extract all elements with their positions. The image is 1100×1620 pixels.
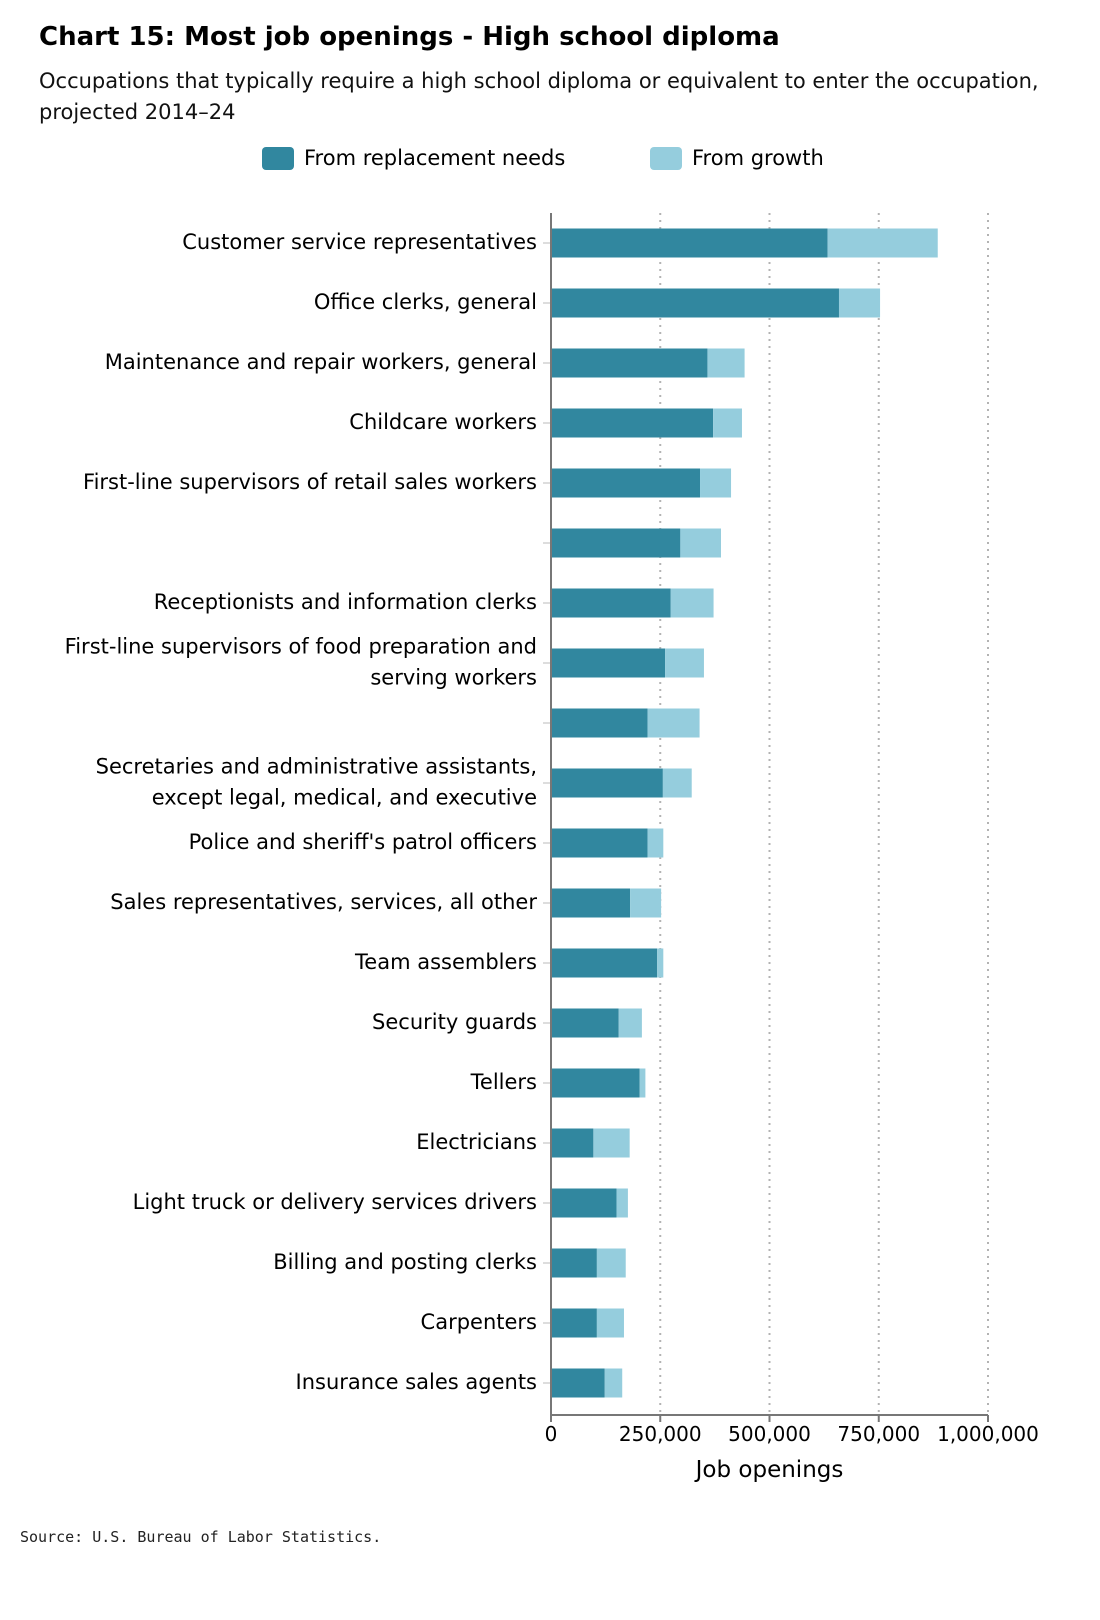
bar-replacement-15 xyxy=(551,1128,594,1158)
category-label-12: Team assemblers xyxy=(354,950,537,974)
bar-growth-5 xyxy=(680,528,721,558)
bar-replacement-19 xyxy=(551,1368,605,1398)
source-note: Source: U.S. Bureau of Labor Statistics. xyxy=(20,1528,382,1546)
bar-growth-14 xyxy=(639,1068,646,1098)
bar-replacement-5 xyxy=(551,528,681,558)
legend-item-growth: From growth xyxy=(650,146,824,170)
bar-growth-8 xyxy=(647,708,700,738)
x-tick-label-0: 0 xyxy=(545,1422,558,1446)
bar-replacement-18 xyxy=(551,1308,597,1338)
x-tick-label-2: 500,000 xyxy=(728,1422,811,1446)
bar-growth-11 xyxy=(630,888,662,918)
bar-growth-12 xyxy=(657,948,664,978)
category-label-3: Childcare workers xyxy=(349,410,537,434)
legend-swatch-replacement xyxy=(262,146,294,170)
bar-replacement-10 xyxy=(551,828,648,858)
chart-title: Chart 15: Most job openings - High schoo… xyxy=(39,22,780,52)
category-label-11: Sales representatives, services, all oth… xyxy=(110,890,537,914)
bar-replacement-4 xyxy=(551,468,701,498)
bar-growth-18 xyxy=(596,1308,624,1338)
category-label-6: Receptionists and information clerks xyxy=(154,590,537,614)
bar-replacement-11 xyxy=(551,888,631,918)
chart-subtitle: Occupations that typically require a hig… xyxy=(39,69,1039,124)
bar-growth-16 xyxy=(616,1188,628,1218)
bar-growth-6 xyxy=(670,588,714,618)
bar-growth-4 xyxy=(700,468,732,498)
bar-growth-1 xyxy=(838,288,881,318)
category-label-19: Insurance sales agents xyxy=(296,1370,538,1394)
category-label-0: Customer service representatives xyxy=(182,230,537,254)
bar-replacement-3 xyxy=(551,408,714,438)
bar-replacement-12 xyxy=(551,948,658,978)
bar-replacement-1 xyxy=(551,288,839,318)
x-tick-label-4: 1,000,000 xyxy=(937,1422,1039,1446)
bar-growth-10 xyxy=(647,828,664,858)
bar-growth-2 xyxy=(707,348,745,378)
bar-replacement-17 xyxy=(551,1248,597,1278)
bar-replacement-7 xyxy=(551,648,666,678)
bar-replacement-13 xyxy=(551,1008,619,1038)
bar-replacement-16 xyxy=(551,1188,617,1218)
category-label-15: Electricians xyxy=(416,1130,537,1154)
bar-growth-17 xyxy=(596,1248,626,1278)
bar-growth-15 xyxy=(593,1128,630,1158)
category-label-7-line0: First-line supervisors of food preparati… xyxy=(65,635,537,659)
category-label-14: Tellers xyxy=(470,1070,537,1094)
bar-growth-7 xyxy=(665,648,704,678)
category-label-1: Office clerks, general xyxy=(314,290,537,314)
x-axis-title: Job openings xyxy=(694,1457,844,1483)
bar-growth-0 xyxy=(827,228,938,258)
category-label-16: Light truck or delivery services drivers xyxy=(133,1190,537,1214)
bar-growth-3 xyxy=(713,408,742,438)
legend: From replacement needs From growth xyxy=(0,146,1100,180)
x-tick-label-1: 250,000 xyxy=(619,1422,702,1446)
legend-label-growth: From growth xyxy=(692,146,824,170)
category-label-4: First-line supervisors of retail sales w… xyxy=(83,470,537,494)
bar-growth-13 xyxy=(618,1008,642,1038)
category-label-9-line0: Secretaries and administrative assistant… xyxy=(96,755,537,779)
bar-replacement-14 xyxy=(551,1068,640,1098)
category-label-7-line1: serving workers xyxy=(370,666,537,690)
category-label-17: Billing and posting clerks xyxy=(273,1250,537,1274)
bar-growth-9 xyxy=(662,768,692,798)
bar-replacement-6 xyxy=(551,588,671,618)
bar-growth-19 xyxy=(604,1368,623,1398)
bar-replacement-0 xyxy=(551,228,828,258)
legend-label-replacement: From replacement needs xyxy=(304,146,566,170)
category-label-13: Security guards xyxy=(372,1010,537,1034)
category-label-2: Maintenance and repair workers, general xyxy=(105,350,537,374)
legend-item-replacement: From replacement needs xyxy=(262,146,565,170)
x-tick-label-3: 750,000 xyxy=(837,1422,920,1446)
bar-replacement-8 xyxy=(551,708,648,738)
category-label-9-line1: except legal, medical, and executive xyxy=(152,786,537,810)
bar-replacement-2 xyxy=(551,348,708,378)
category-label-10: Police and sheriff's patrol officers xyxy=(189,830,537,854)
category-label-18: Carpenters xyxy=(421,1310,537,1334)
legend-swatch-growth xyxy=(650,146,682,170)
bar-replacement-9 xyxy=(551,768,663,798)
